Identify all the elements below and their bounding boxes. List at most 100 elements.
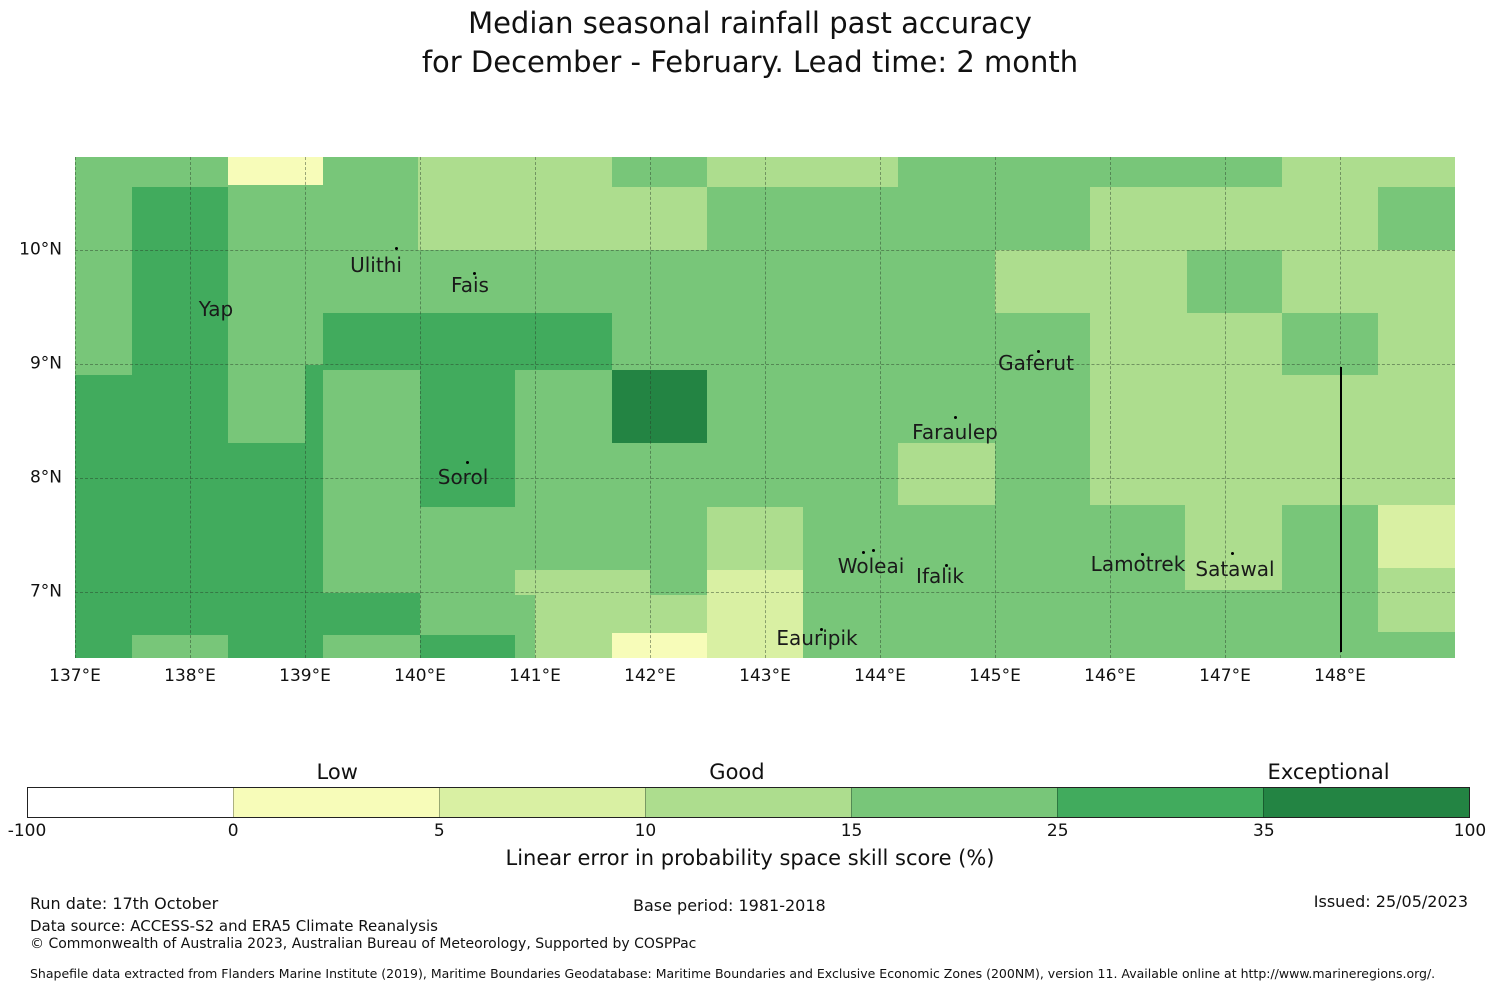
colorbar-tick-label: 35 — [1253, 821, 1275, 841]
x-tick-label: 142°E — [624, 666, 676, 686]
latitude-gridline — [75, 364, 1455, 365]
grid-cell — [707, 570, 803, 658]
colorbar-segment — [645, 788, 851, 817]
grid-cell — [323, 635, 420, 658]
grid-cell — [612, 187, 707, 250]
x-tick-label: 147°E — [1199, 666, 1251, 686]
x-tick-label: 144°E — [854, 666, 906, 686]
grid-cell — [418, 157, 612, 250]
run-date-text: Run date: 17th October — [30, 894, 219, 913]
grid-cell — [1378, 568, 1455, 632]
longitude-gridline — [75, 157, 76, 658]
island-label: Ifalik — [916, 564, 964, 588]
longitude-gridline — [535, 157, 536, 658]
copyright-text: © Commonwealth of Australia 2023, Austra… — [30, 936, 697, 952]
y-tick-label: 7°N — [29, 581, 62, 602]
island-label: Gaferut — [998, 351, 1074, 375]
chart-title-line2: for December - February. Lead time: 2 mo… — [421, 45, 1079, 79]
island-label: Sorol — [437, 465, 489, 489]
x-tick-label: 141°E — [509, 666, 561, 686]
grid-cell — [228, 443, 323, 658]
latitude-gridline — [75, 478, 1455, 479]
x-tick-label: 140°E — [394, 666, 446, 686]
colorbar-tick-label: -100 — [7, 821, 47, 841]
colorbar-segment — [851, 788, 1057, 817]
grid-cell — [1090, 375, 1455, 505]
x-tick-label: 139°E — [279, 666, 331, 686]
grid-cell — [1282, 157, 1455, 187]
grid-cell — [612, 370, 707, 443]
grid-cell — [75, 375, 228, 658]
island-dot — [395, 247, 398, 250]
island-dot — [945, 564, 948, 567]
colorbar-category-label: Exceptional — [1267, 760, 1390, 784]
grid-cell — [228, 405, 305, 443]
grid-cell — [515, 570, 650, 595]
y-tick-label: 8°N — [29, 467, 62, 488]
x-tick-label: 137°E — [49, 666, 101, 686]
shapefile-text: Shapefile data extracted from Flanders M… — [30, 966, 1436, 981]
grid-cell — [1282, 250, 1455, 313]
island-dot — [473, 272, 476, 275]
chart-title-line1: Median seasonal rainfall past accuracy — [468, 6, 1032, 40]
colorbar-axis-title: Linear error in probability space skill … — [505, 846, 995, 870]
y-tick-label: 10°N — [19, 239, 62, 260]
colorbar — [27, 787, 1470, 818]
island-dot — [820, 628, 823, 631]
island-label: Eauripik — [776, 626, 858, 650]
longitude-gridline — [190, 157, 191, 658]
grid-cell — [612, 633, 707, 658]
grid-cell — [898, 443, 995, 505]
grid-cell — [1090, 313, 1282, 375]
grid-cell — [1185, 505, 1282, 590]
x-tick-label: 138°E — [164, 666, 216, 686]
island-label: Woleai — [837, 554, 905, 578]
grid-cell — [535, 633, 612, 658]
island-label: Faraulep — [912, 420, 998, 444]
colorbar-segment — [1263, 788, 1469, 817]
base-period-text: Base period: 1981-2018 — [633, 896, 826, 915]
colorbar-tick-label: 25 — [1046, 821, 1069, 841]
grid-cell — [132, 635, 228, 658]
island-label: Lamotrek — [1090, 552, 1186, 576]
latitude-gridline — [75, 592, 1455, 593]
island-label: Yap — [198, 297, 234, 321]
colorbar-tick-label: 100 — [1453, 821, 1487, 841]
x-tick-label: 148°E — [1314, 666, 1366, 686]
longitude-gridline — [305, 157, 306, 658]
map-canvas — [75, 157, 1455, 658]
grid-cell — [1378, 313, 1455, 375]
colorbar-category-label: Low — [316, 760, 358, 784]
longitude-gridline — [995, 157, 996, 658]
island-dot — [872, 549, 875, 552]
colorbar-segment — [233, 788, 439, 817]
eez-boundary-line — [1340, 367, 1342, 652]
island-dot — [1231, 552, 1234, 555]
island-dot — [1141, 553, 1144, 556]
island-dot — [466, 461, 469, 464]
x-tick-label: 145°E — [969, 666, 1021, 686]
grid-cell — [535, 595, 707, 633]
x-tick-label: 146°E — [1084, 666, 1136, 686]
colorbar-segment — [439, 788, 645, 817]
grid-cell — [323, 313, 612, 370]
grid-cell — [1378, 505, 1455, 568]
longitude-gridline — [420, 157, 421, 658]
latitude-gridline — [75, 250, 1455, 251]
data-source-text: Data source: ACCESS-S2 and ERA5 Climate … — [30, 917, 438, 935]
grid-cell — [995, 250, 1187, 313]
colorbar-tick-label: 5 — [433, 821, 445, 841]
colorbar-category-label: Good — [709, 760, 765, 784]
colorbar-tick-label: 15 — [840, 821, 863, 841]
longitude-gridline — [765, 157, 766, 658]
island-dot — [1037, 350, 1040, 353]
colorbar-segment — [28, 788, 233, 817]
island-dot — [862, 551, 865, 554]
colorbar-tick-label: 10 — [634, 821, 657, 841]
longitude-gridline — [650, 157, 651, 658]
x-tick-label: 143°E — [739, 666, 791, 686]
grid-cell — [707, 157, 898, 187]
colorbar-tick-label: 0 — [227, 821, 239, 841]
issued-text: Issued: 25/05/2023 — [1313, 892, 1468, 911]
